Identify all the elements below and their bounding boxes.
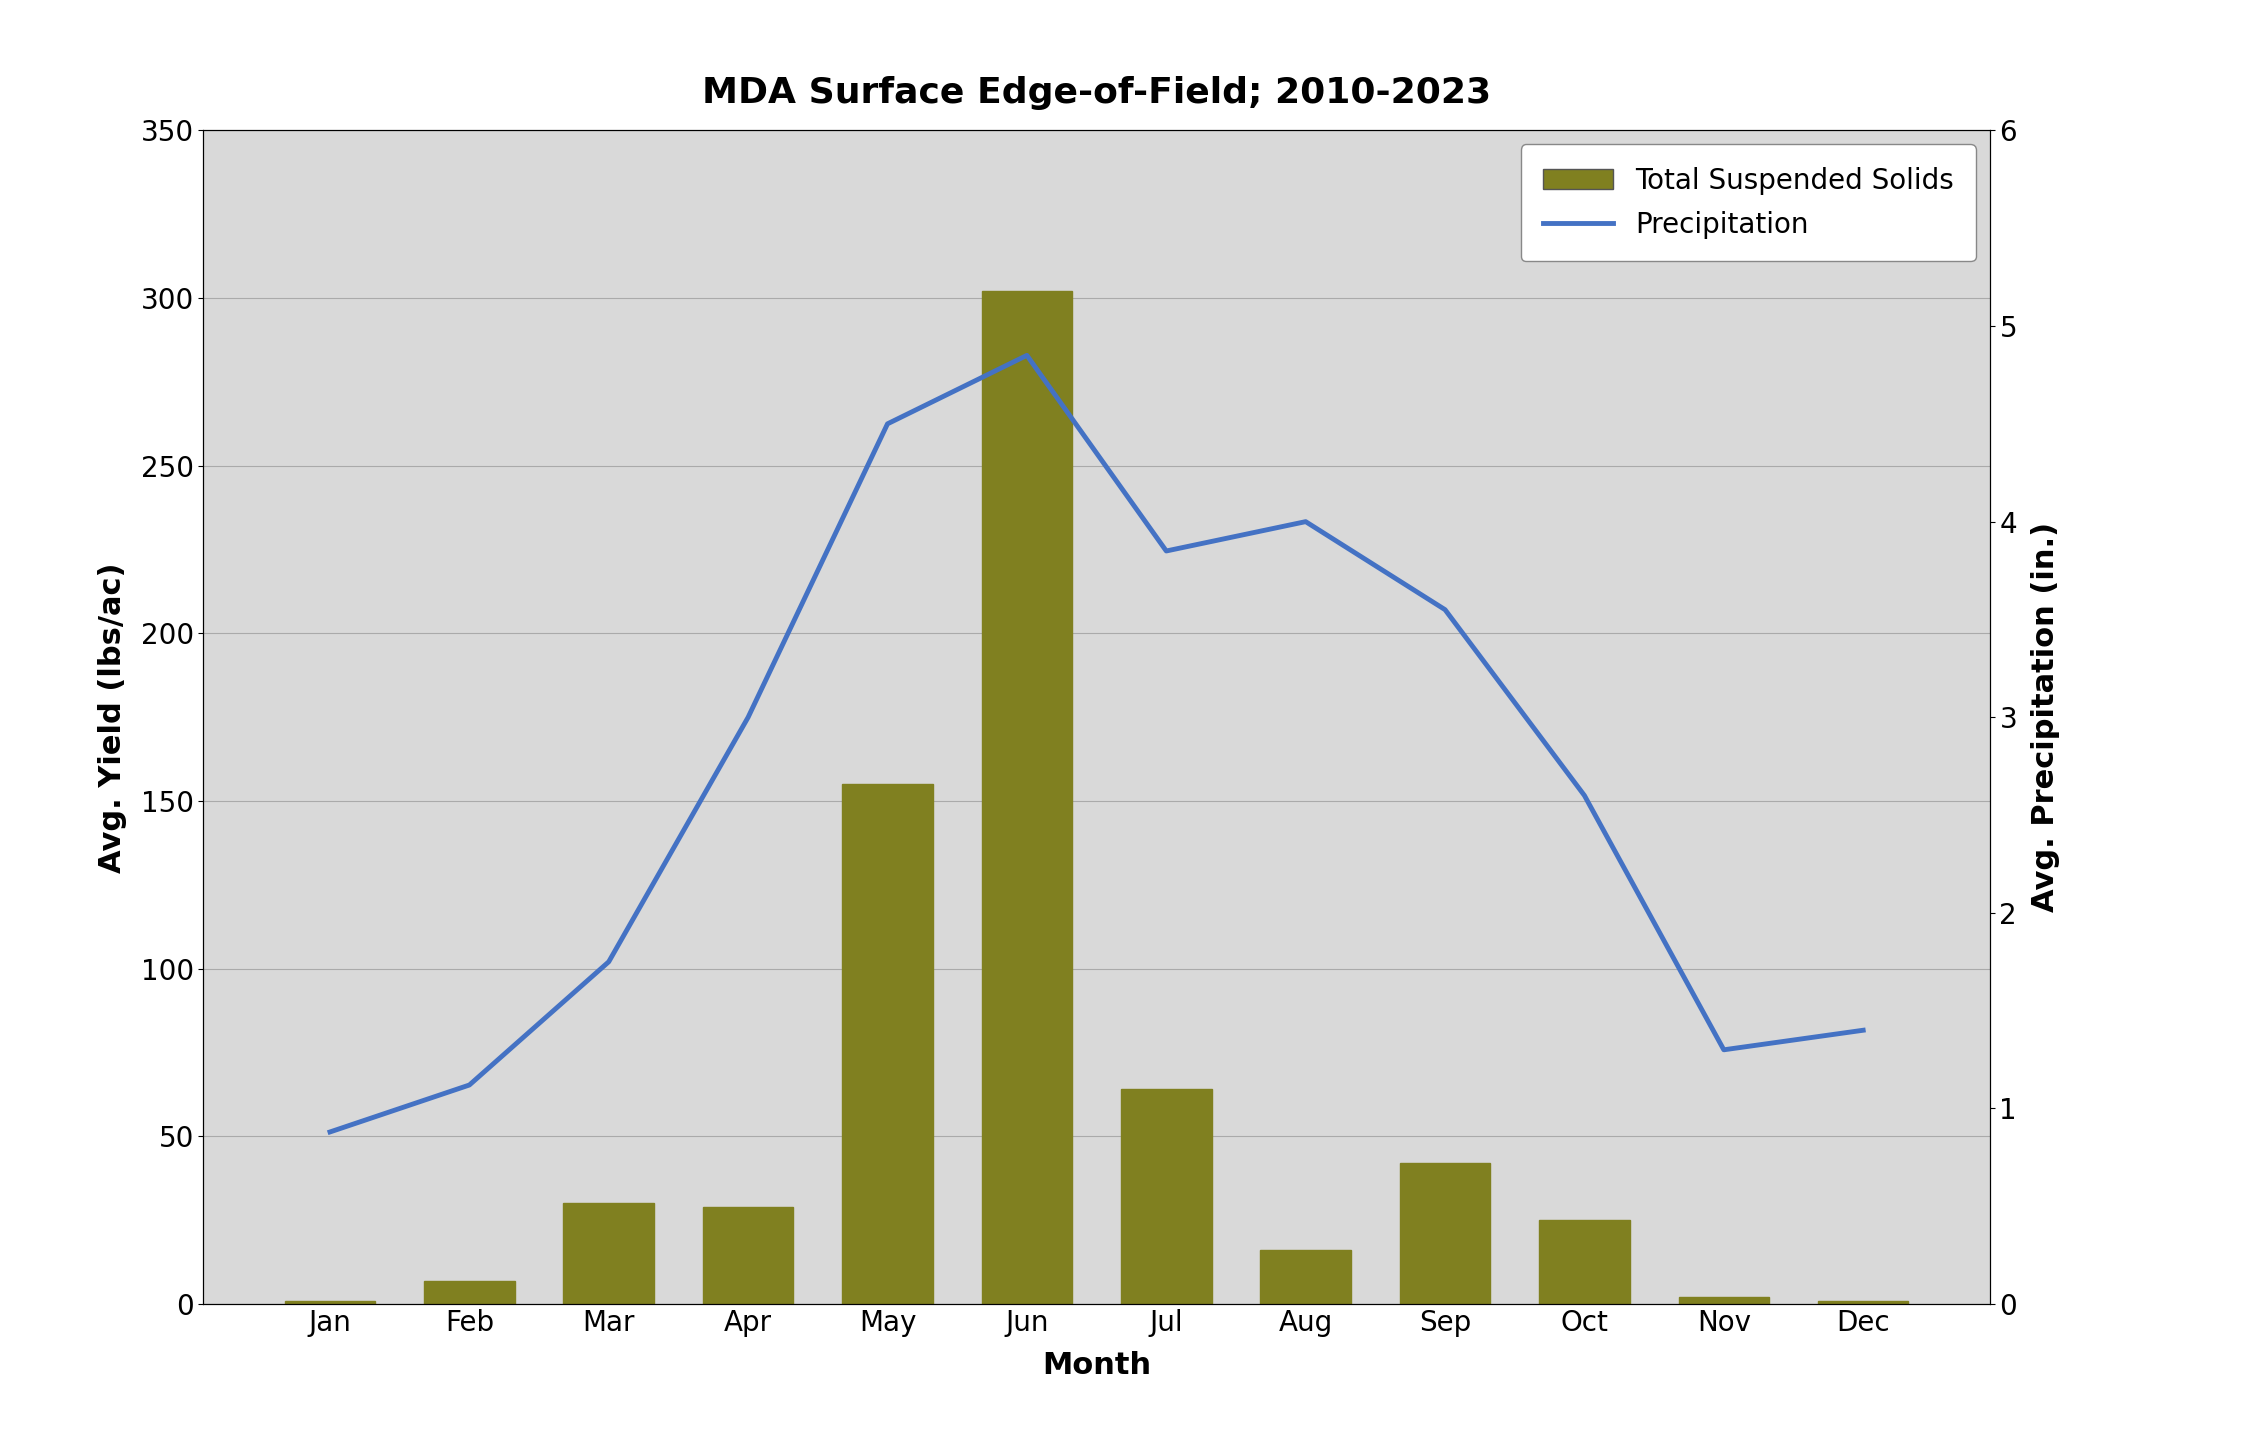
Bar xyxy=(1400,1164,1490,1304)
Bar xyxy=(1678,1297,1768,1304)
Bar xyxy=(563,1204,653,1304)
Bar xyxy=(1259,1250,1352,1304)
Y-axis label: Avg. Yield (lbs/ac): Avg. Yield (lbs/ac) xyxy=(97,562,127,872)
Bar xyxy=(425,1281,516,1304)
Title: MDA Surface Edge-of-Field; 2010-2023: MDA Surface Edge-of-Field; 2010-2023 xyxy=(701,75,1492,110)
Bar xyxy=(285,1301,375,1304)
Bar xyxy=(981,291,1072,1304)
Bar xyxy=(841,784,934,1304)
Bar xyxy=(1121,1090,1212,1304)
Y-axis label: Avg. Precipitation (in.): Avg. Precipitation (in.) xyxy=(2030,522,2060,913)
Bar xyxy=(1540,1220,1630,1304)
Bar xyxy=(1818,1301,1908,1304)
Bar xyxy=(703,1207,794,1304)
Legend: Total Suspended Solids, Precipitation: Total Suspended Solids, Precipitation xyxy=(1522,145,1976,261)
X-axis label: Month: Month xyxy=(1042,1350,1151,1379)
